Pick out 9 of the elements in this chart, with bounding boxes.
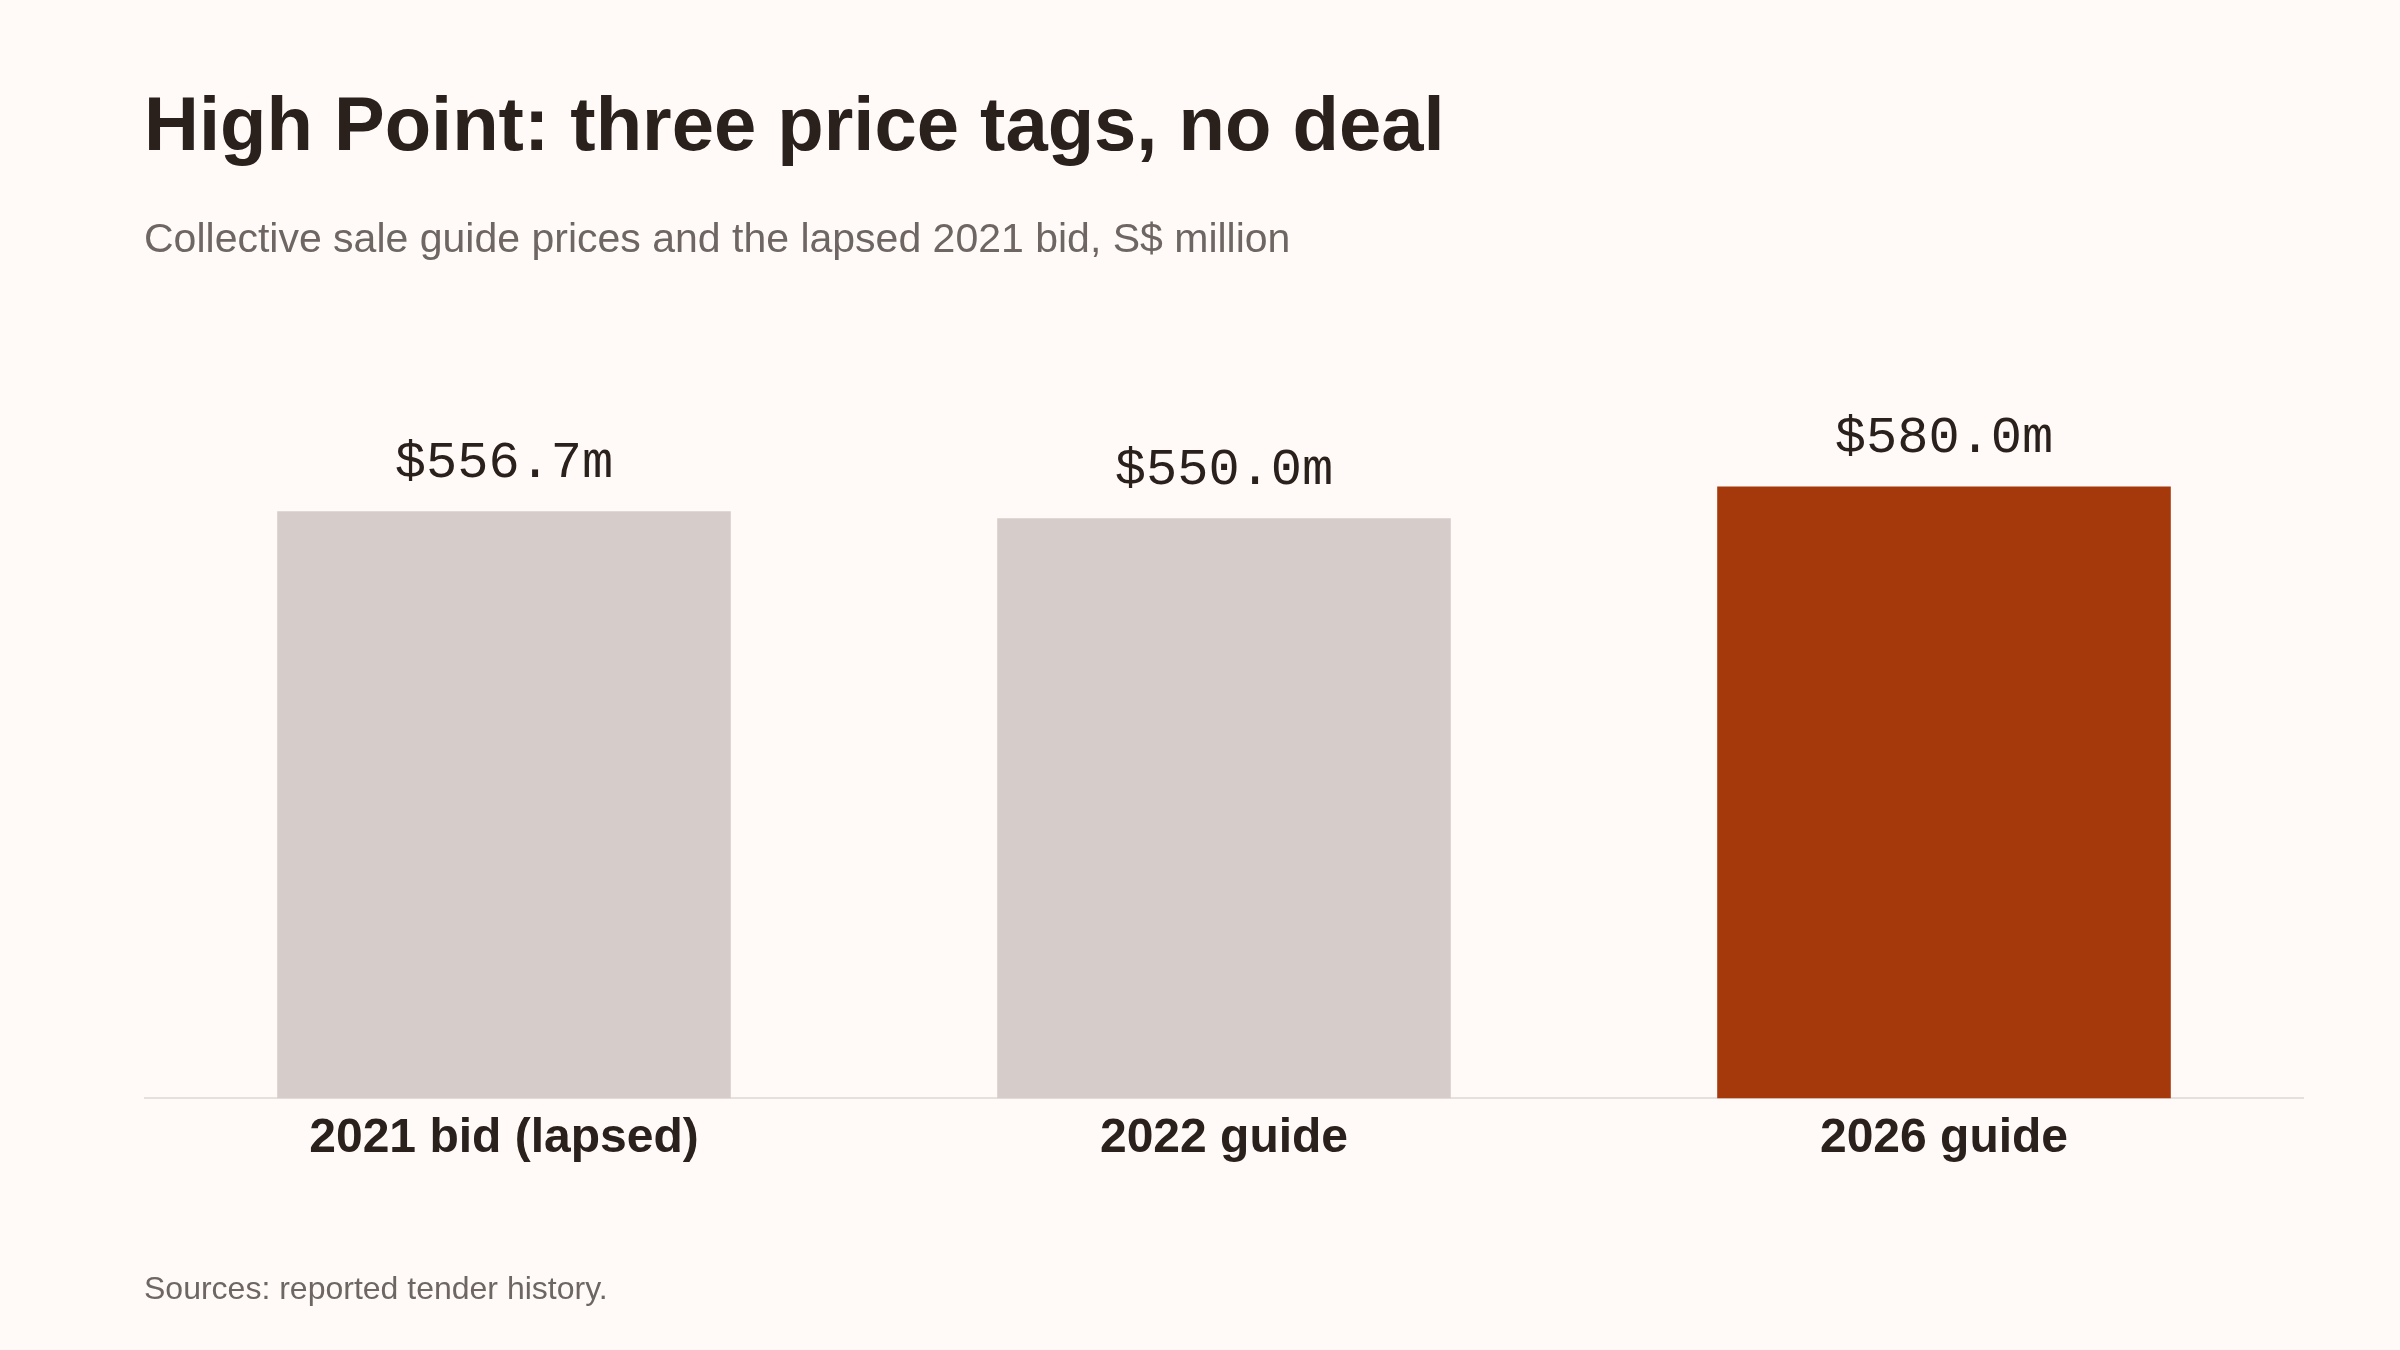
- data-label: $550.0m: [1114, 440, 1334, 500]
- chart-title: High Point: three price tags, no deal: [144, 80, 1445, 167]
- data-label: $556.7m: [394, 433, 614, 493]
- source-note: Sources: reported tender history.: [144, 1270, 608, 1307]
- x-tick-label: 2026 guide: [1819, 1109, 2069, 1163]
- chart-subtitle: Collective sale guide prices and the lapsed 2021 bid, S$ million: [144, 215, 1291, 262]
- x-tick-label: 2022 guide: [1099, 1109, 1349, 1163]
- x-tick-label: 2021 bid (lapsed): [309, 1109, 699, 1163]
- data-label: $580.0m: [1834, 409, 2054, 469]
